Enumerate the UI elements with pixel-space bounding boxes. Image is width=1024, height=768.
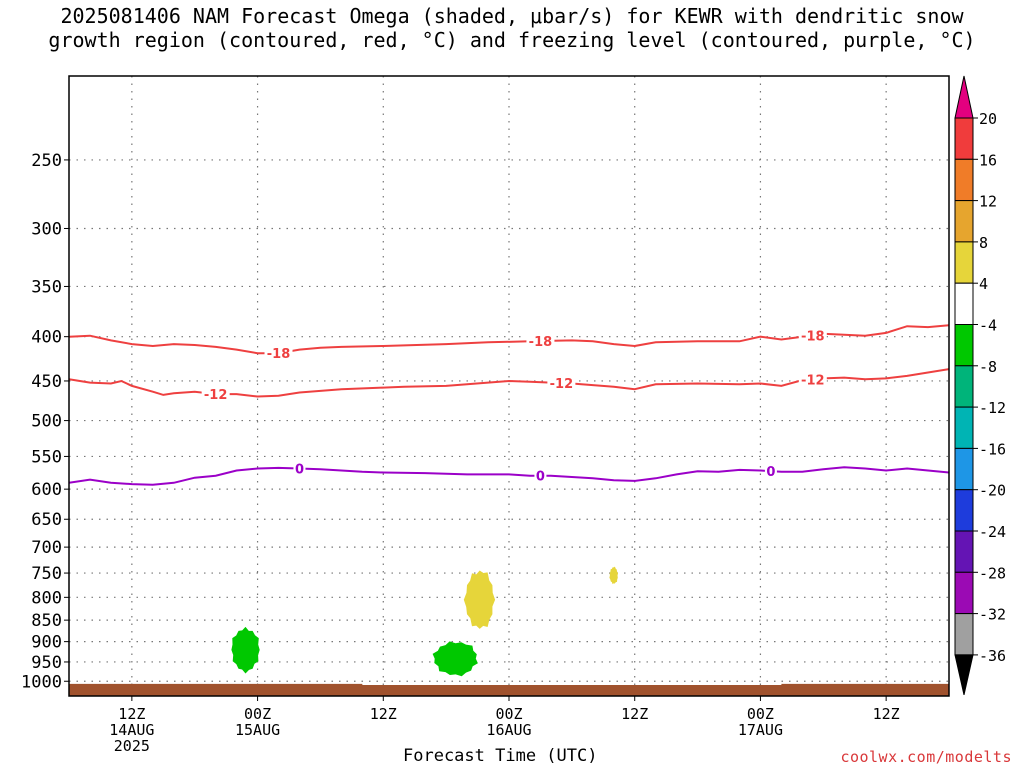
contour-label: 0 [766,465,775,480]
colorbar-label: -28 [979,564,1006,582]
colorbar-label: -12 [979,399,1006,417]
x-tick-label: 17AUG [738,721,783,739]
x-tick-label: 00Z [747,705,774,723]
omega-region [609,566,618,585]
terrain-fill [69,683,949,696]
y-tick-label: 650 [31,510,62,530]
colorbar-segment [954,117,974,160]
contour-label: -18 [801,329,825,344]
contour-label: -12 [204,388,228,403]
contour-label: 0 [536,470,545,485]
colorbar-segment [954,324,974,367]
x-tick-label: 16AUG [486,721,531,739]
x-tick-label: 12Z [873,705,900,723]
y-tick-label: 1000 [21,672,62,692]
colorbar-segment [954,241,974,284]
x-tick-label: 12Z [118,705,145,723]
x-tick-label: 12Z [621,705,648,723]
colorbar-segment [954,489,974,532]
colorbar-label: -32 [979,606,1006,624]
contour-label-bg [526,334,555,349]
y-tick-label: 550 [31,447,62,467]
colorbar-segment [954,613,974,656]
y-tick-label: 900 [31,633,62,653]
contour-label-bg [293,461,306,476]
omega-region [432,641,478,677]
colorbar-label: -8 [979,358,997,376]
contour-label-bg [534,468,547,483]
colorbar-label: 8 [979,234,988,252]
y-tick-label: 850 [31,611,62,631]
y-tick-label: 800 [31,588,62,608]
y-axis: 2503003504004505005506006507007508008509… [21,151,69,692]
contour-line [69,466,949,486]
contour-label: -18 [529,335,553,350]
x-axis-title: Forecast Time (UTC) [403,746,598,766]
colorbar: 20 16 12 8 4 -4 -8 -12 -16 -20 -24 -28 -32 -36 [954,75,1006,696]
contours: -18 -18 -18 -12 -12 -12 0 0 0 [69,324,949,486]
colorbar-segment [954,406,974,449]
colorbar-segment [954,571,974,615]
y-tick-label: 450 [31,372,62,392]
colorbar-label: -4 [979,317,997,335]
colorbar-bottom-arrow [954,654,974,696]
colorbar-label: 12 [979,193,997,211]
contour-label: -12 [801,373,825,388]
y-tick-label: 600 [31,480,62,500]
colorbar-label: -16 [979,440,1006,458]
contour-label-bg [547,376,576,391]
colorbar-label: 4 [979,275,988,293]
colorbar-top-arrow [954,75,974,119]
omega-region [231,626,260,674]
x-tick-label: 12Z [370,705,397,723]
colorbar-segment [954,158,974,202]
x-tick-label: 15AUG [235,721,280,739]
colorbar-segment [954,365,974,408]
colorbar-segment [954,530,974,573]
contour-label: -18 [267,347,291,362]
chart-title: 2025081406 NAM Forecast Omega (shaded, μ… [48,4,976,52]
contour-label: 0 [295,463,304,478]
y-tick-label: 250 [31,151,62,171]
y-tick-label: 700 [31,538,62,558]
x-tick-label: 14AUG [109,721,154,739]
contour-label-bg [798,328,827,343]
colorbar-segment [954,200,974,243]
omega-shading [231,566,618,677]
colorbar-label: -24 [979,523,1006,541]
source-credit: coolwx.com/modelts [840,748,1012,766]
x-tick-label: 00Z [495,705,522,723]
y-tick-label: 950 [31,653,62,673]
terrain-layer [69,683,949,696]
contour-label-bg [798,372,827,387]
contour-label-bg [764,464,777,479]
colorbar-segment [954,282,974,326]
y-tick-label: 400 [31,328,62,348]
colorbar-label: -20 [979,482,1006,500]
x-tick-label: 2025 [114,737,150,755]
y-tick-label: 750 [31,564,62,584]
y-tick-label: 500 [31,412,62,432]
y-tick-label: 300 [31,219,62,239]
colorbar-label: -36 [979,647,1006,665]
colorbar-segment [954,447,974,491]
colorbar-label: 16 [979,151,997,169]
contour-label: -12 [550,377,574,392]
contour-label-bg [201,387,230,402]
y-tick-label: 350 [31,277,62,297]
omega-region [463,570,496,629]
x-tick-label: 00Z [244,705,271,723]
contour-label-bg [264,346,293,361]
colorbar-label: 20 [979,110,997,128]
